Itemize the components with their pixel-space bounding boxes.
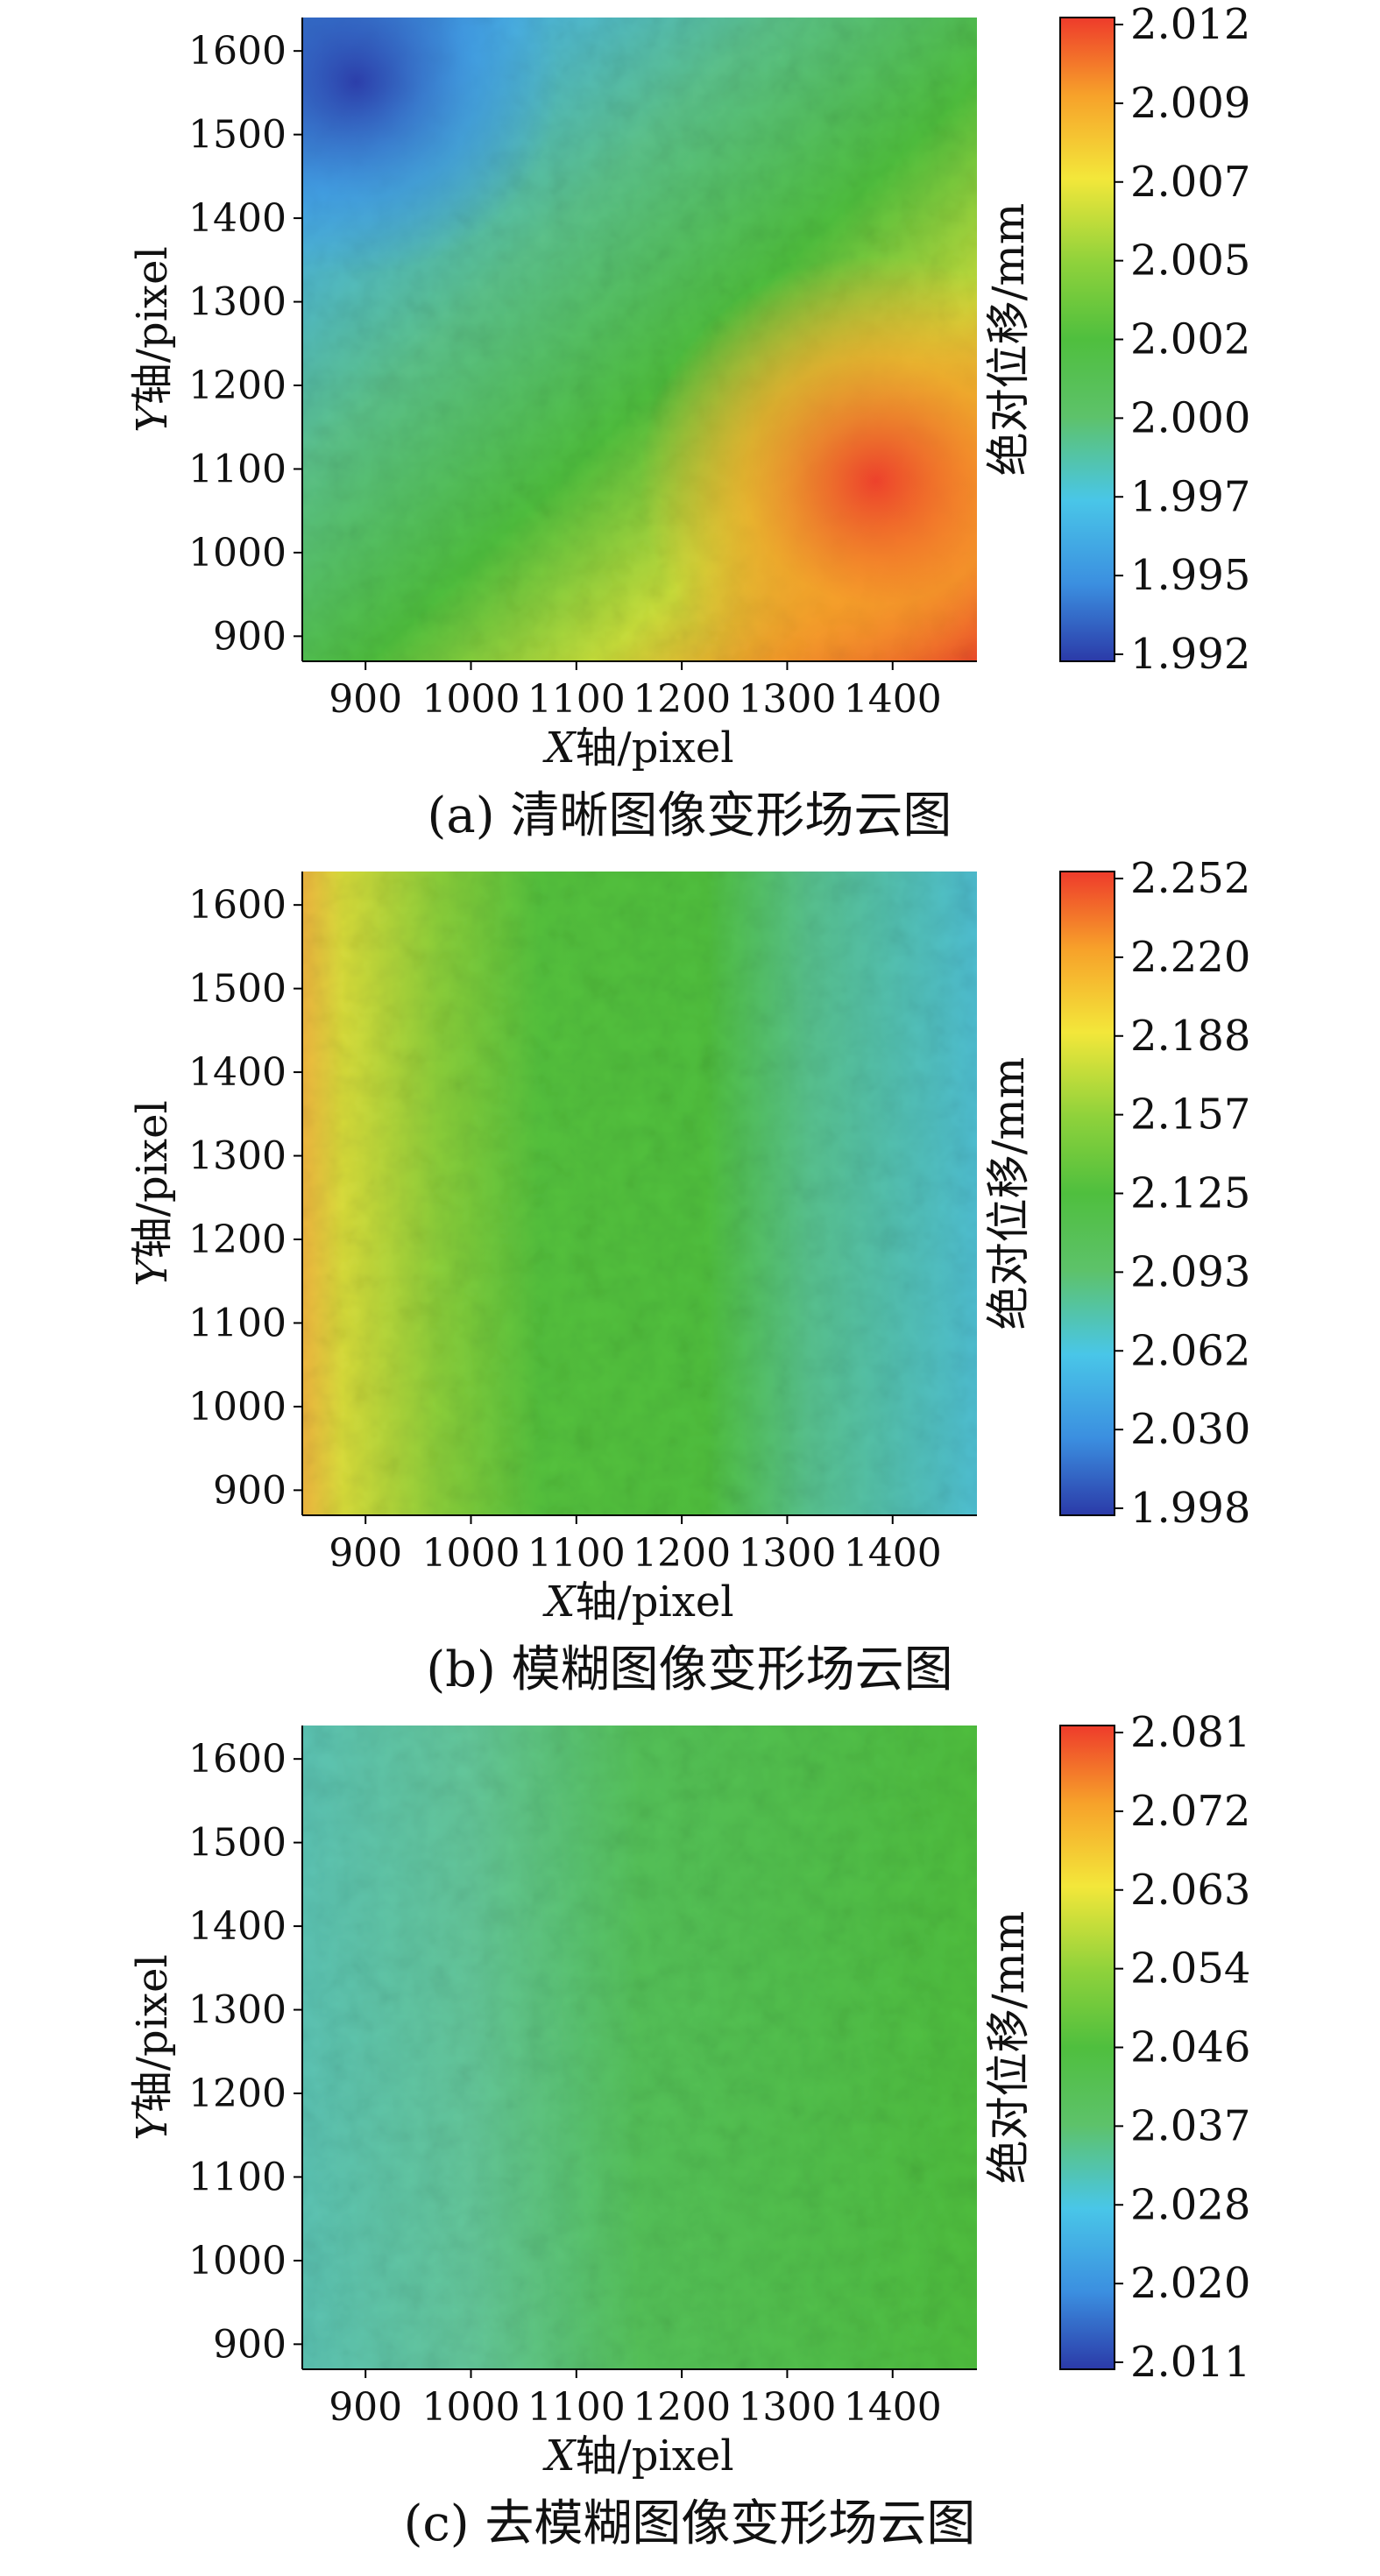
y-axis-label: Y轴/pixel: [128, 1100, 177, 1287]
colorbar: [1059, 871, 1115, 1516]
panel-caption: (b) 模糊图像变形场云图: [426, 1641, 952, 1698]
x-tick-label: 1300: [738, 1531, 836, 1576]
heatmap-field: [302, 872, 977, 1515]
colorbar: [1059, 1725, 1115, 2370]
colorbar-label: 绝对位移/mm: [983, 1057, 1034, 1330]
colorbar-tick-label: 2.007: [1130, 158, 1250, 207]
colorbar-tick-label: 2.012: [1130, 0, 1250, 49]
chart-panel-c: 900 1000 1100 1200 1300 140090010001100120013…: [128, 1708, 1250, 2552]
heatmap-field: [302, 1726, 977, 2369]
colorbar-tick-label: 2.093: [1130, 1247, 1250, 1296]
heatmap-low-region: [302, 18, 977, 661]
y-tick-label: 1000: [188, 2239, 287, 2283]
y-tick-label: 1000: [188, 1385, 287, 1429]
colorbar-tick-label: 1.998: [1130, 1484, 1250, 1533]
x-tick-label: 1200: [633, 1531, 731, 1576]
x-tick-label: 1400: [844, 2385, 942, 2430]
colorbar-tick-label: 2.046: [1130, 2023, 1250, 2072]
colorbar-label: 绝对位移/mm: [983, 1911, 1034, 2184]
y-tick-label: 1100: [188, 1301, 287, 1345]
panel-caption: (c) 去模糊图像变形场云图: [404, 2495, 976, 2552]
colorbar-tick-label: 2.252: [1130, 854, 1250, 903]
y-tick-label: 1400: [188, 196, 287, 241]
colorbar-tick-label: 2.020: [1130, 2259, 1250, 2308]
x-tick-label: 1400: [844, 1531, 942, 1576]
colorbar-tick-label: 2.002: [1130, 315, 1250, 364]
colorbar-tick-label: 2.037: [1130, 2101, 1250, 2150]
colorbar-label: 绝对位移/mm: [983, 203, 1034, 476]
x-tick-label: 1200: [633, 677, 731, 722]
y-tick-label: 1600: [188, 883, 287, 928]
colorbar-tick-label: 2.062: [1130, 1326, 1250, 1375]
y-axis-label: Y轴/pixel: [128, 1954, 177, 2141]
x-axis-label: X轴/pixel: [541, 2431, 733, 2481]
y-tick-label: 1500: [188, 113, 287, 158]
x-tick-label: 1000: [422, 677, 520, 722]
colorbar-tick-label: 1.992: [1130, 630, 1250, 679]
x-tick-label: 1300: [738, 677, 836, 722]
colorbar-tick-label: 2.000: [1130, 393, 1250, 442]
x-tick-label: 900: [329, 2385, 402, 2430]
y-tick-label: 1400: [188, 1904, 287, 1949]
colorbar-tick-label: 1.995: [1130, 551, 1250, 600]
chart-panel-b: 900 1000 1100 1200 1300 140090010001100120013…: [128, 854, 1250, 1698]
x-tick-label: 1400: [844, 677, 942, 722]
x-tick-label: 1100: [527, 1531, 626, 1576]
y-tick-label: 1500: [188, 967, 287, 1012]
x-tick-label: 1200: [633, 2385, 731, 2430]
chart-panel-a: 900 1000 1100 1200 1300 140090010001100120013…: [128, 0, 1250, 844]
x-tick-label: 1000: [422, 2385, 520, 2430]
y-tick-label: 1300: [188, 280, 287, 325]
panel-caption: (a) 清晰图像变形场云图: [428, 787, 952, 844]
y-tick-label: 1200: [188, 1217, 287, 1262]
y-tick-label: 1600: [188, 1737, 287, 1782]
x-tick-label: 1000: [422, 1531, 520, 1576]
colorbar-tick-label: 2.009: [1130, 79, 1250, 128]
y-tick-label: 1100: [188, 2155, 287, 2199]
x-tick-label: 1100: [527, 677, 626, 722]
y-axis-label: Y轴/pixel: [128, 246, 177, 433]
colorbar-tick-label: 2.005: [1130, 236, 1250, 286]
colorbar-tick-label: 2.054: [1130, 1944, 1250, 1994]
y-tick-label: 900: [213, 1468, 287, 1513]
y-tick-label: 1000: [188, 531, 287, 575]
y-tick-label: 900: [213, 2322, 287, 2367]
colorbar-tick-label: 2.072: [1130, 1787, 1250, 1836]
y-tick-label: 1200: [188, 2071, 287, 2116]
colorbar: [1059, 17, 1115, 662]
y-tick-label: 1500: [188, 1821, 287, 1866]
y-tick-label: 900: [213, 614, 287, 659]
y-tick-label: 1400: [188, 1050, 287, 1095]
colorbar-tick-label: 2.011: [1130, 2338, 1250, 2387]
x-tick-label: 1100: [527, 2385, 626, 2430]
colorbar-tick-label: 2.220: [1130, 933, 1250, 982]
colorbar-tick-label: 1.997: [1130, 472, 1250, 521]
colorbar-tick-label: 2.125: [1130, 1169, 1250, 1218]
x-tick-label: 900: [329, 1531, 402, 1576]
y-tick-label: 1600: [188, 29, 287, 74]
x-tick-label: 900: [329, 677, 402, 722]
y-tick-label: 1300: [188, 1134, 287, 1179]
colorbar-tick-label: 2.081: [1130, 1708, 1250, 1757]
colorbar-tick-label: 2.157: [1130, 1090, 1250, 1140]
y-tick-label: 1200: [188, 363, 287, 408]
colorbar-tick-label: 2.030: [1130, 1405, 1250, 1454]
colorbar-tick-label: 2.063: [1130, 1866, 1250, 1915]
y-tick-label: 1300: [188, 1988, 287, 2033]
y-tick-label: 1100: [188, 447, 287, 491]
colorbar-tick-label: 2.028: [1130, 2180, 1250, 2229]
x-tick-label: 1300: [738, 2385, 836, 2430]
x-axis-label: X轴/pixel: [541, 1577, 733, 1627]
x-axis-label: X轴/pixel: [541, 723, 733, 773]
colorbar-tick-label: 2.188: [1130, 1012, 1250, 1061]
